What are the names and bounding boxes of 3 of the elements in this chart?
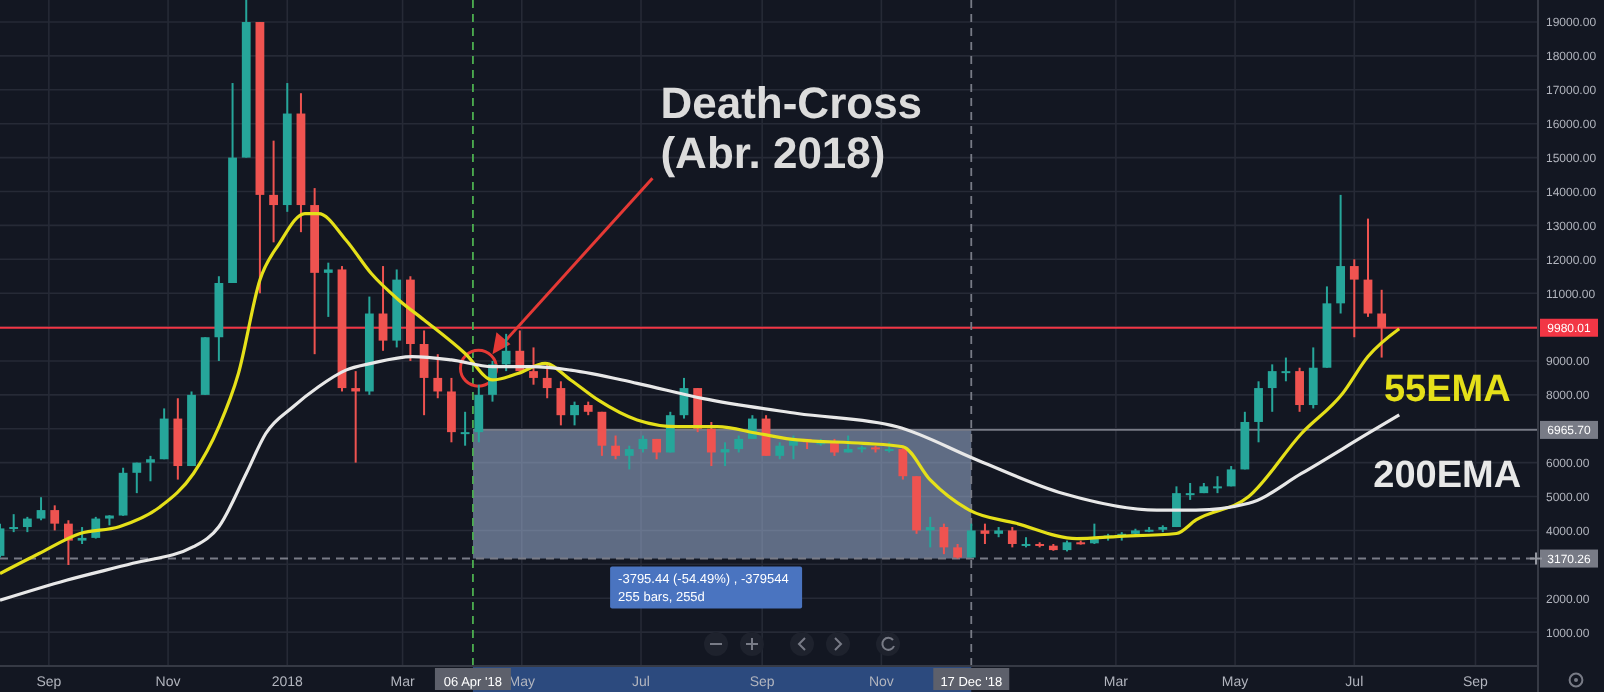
series-label: 200EMA [1373, 454, 1522, 497]
annotation: Death-Cross (Abr. 2018) [660, 78, 923, 179]
series-label: 55EMA [1383, 368, 1512, 411]
